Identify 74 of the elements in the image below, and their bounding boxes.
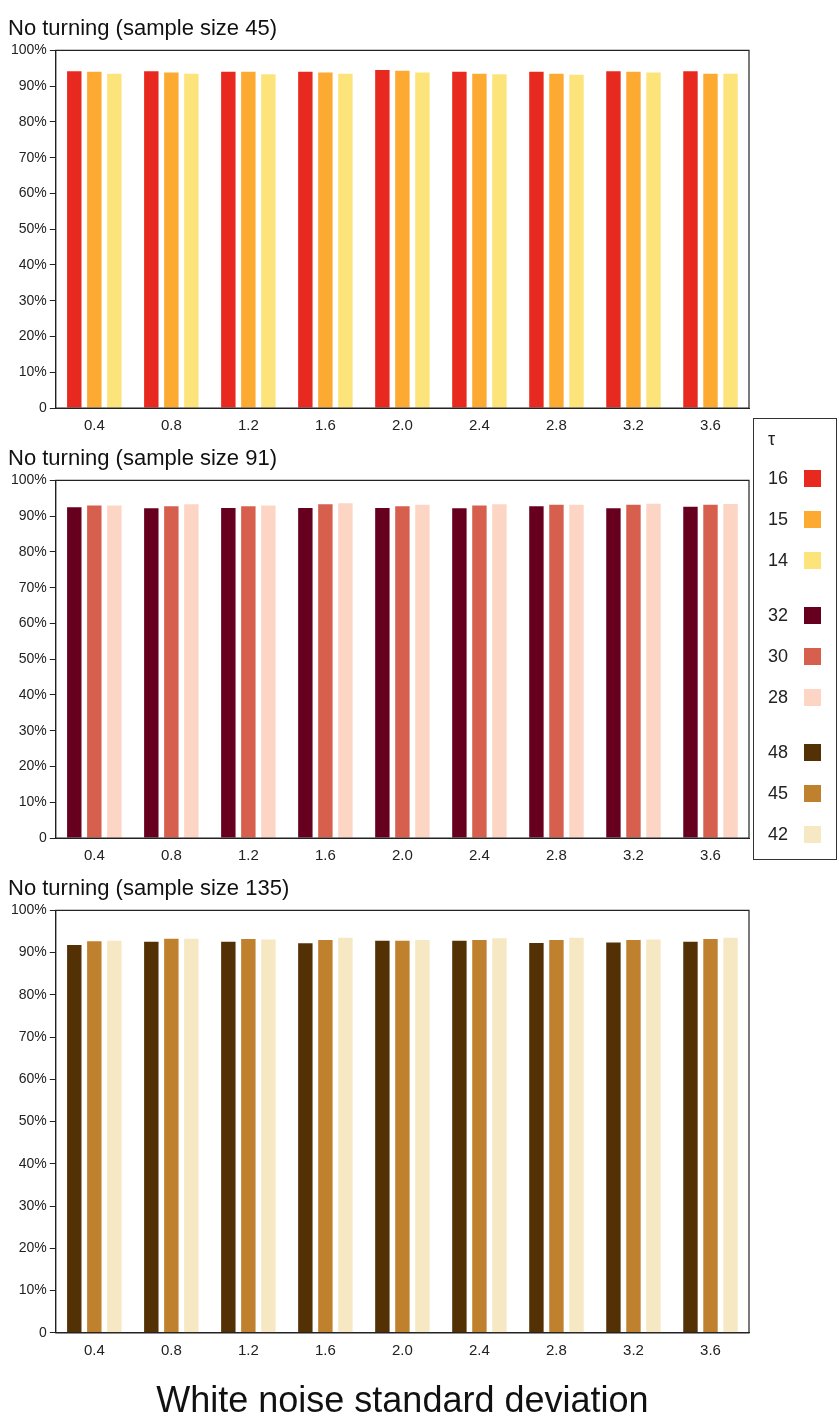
y-tick-label: 30% [18, 291, 47, 308]
chart-title: No turning (sample size 135) [8, 875, 290, 901]
y-tick-label: 100% [10, 471, 47, 488]
x-tick-label: 0.8 [160, 416, 182, 434]
legend-label: 45 [768, 783, 790, 804]
y-tick-label: 10% [18, 793, 47, 810]
x-tick-label: 0.4 [83, 846, 105, 864]
x-tick-label: 2.8 [546, 416, 567, 434]
y-tick-label: 0 [39, 828, 48, 845]
x-tick-label: 3.6 [700, 416, 721, 434]
y-tick-label: 100% [10, 41, 47, 58]
x-tick-label: 2.8 [546, 1340, 567, 1358]
y-tick-label: 90% [18, 943, 47, 960]
y-tick-label: 0 [39, 1323, 48, 1340]
x-tick-label: 1.6 [314, 416, 336, 434]
x-tick-label: 0.4 [83, 416, 105, 434]
y-tick-label: 60% [18, 1070, 47, 1087]
y-tick-label: 20% [18, 1239, 47, 1256]
y-tick-label: 90% [18, 507, 47, 524]
y-tick-label: 20% [18, 757, 47, 774]
x-tick-label: 1.6 [314, 1340, 336, 1358]
y-tick-label: 70% [18, 1027, 47, 1044]
x-tick-label: 2.8 [546, 846, 567, 864]
y-tick-label: 30% [18, 721, 47, 738]
y-tick-label: 80% [18, 112, 47, 129]
x-tick-label: 3.2 [623, 416, 644, 434]
legend-label: 28 [768, 687, 790, 708]
y-tick-label: 10% [18, 363, 47, 380]
x-tick-label: 2.4 [469, 846, 490, 864]
chart-title: No turning (sample size 91) [8, 445, 278, 471]
legend-title: τ [768, 429, 777, 450]
y-tick-label: 60% [18, 184, 47, 201]
y-tick-label: 30% [18, 1196, 47, 1213]
legend-label: 15 [768, 509, 790, 530]
y-tick-label: 80% [18, 542, 47, 559]
y-tick-label: 50% [18, 220, 47, 237]
x-tick-label: 2.0 [391, 846, 413, 864]
chart-title: No turning (sample size 45) [8, 15, 278, 41]
x-tick-label: 0.8 [160, 846, 182, 864]
y-tick-label: 40% [18, 685, 47, 702]
y-tick-label: 0 [39, 398, 48, 415]
y-tick-label: 50% [18, 650, 47, 667]
x-tick-label: 3.2 [623, 1340, 644, 1358]
y-tick-label: 80% [18, 985, 47, 1002]
x-tick-label: 2.0 [391, 1340, 413, 1358]
x-tick-label: 2.4 [469, 416, 490, 434]
x-tick-label: 1.6 [314, 846, 336, 864]
x-tick-label: 3.2 [623, 846, 644, 864]
y-tick-label: 100% [10, 901, 47, 918]
x-tick-label: 2.4 [469, 1340, 490, 1358]
y-tick-label: 40% [18, 255, 47, 272]
x-tick-label: 3.6 [700, 846, 721, 864]
legend-label: 48 [768, 742, 790, 763]
y-tick-label: 90% [18, 77, 47, 94]
legend-label: 14 [768, 550, 790, 571]
x-tick-label: 1.2 [237, 416, 259, 434]
y-tick-label: 50% [18, 1112, 47, 1129]
x-tick-label: 0.4 [83, 1340, 105, 1358]
x-tick-label: 1.2 [237, 846, 259, 864]
y-tick-label: 40% [18, 1154, 47, 1171]
y-tick-label: 70% [18, 148, 47, 165]
y-tick-label: 60% [18, 614, 47, 631]
y-tick-label: 10% [18, 1281, 47, 1298]
legend-label: 42 [768, 824, 790, 845]
x-tick-label: 2.0 [391, 416, 413, 434]
x-axis-title: White noise standard deviation [156, 1379, 649, 1421]
legend-label: 30 [768, 646, 790, 667]
x-tick-label: 3.6 [700, 1340, 721, 1358]
legend-label: 16 [768, 468, 790, 489]
x-tick-label: 0.8 [160, 1340, 182, 1358]
legend-label: 32 [768, 605, 790, 626]
y-tick-label: 20% [18, 327, 47, 344]
y-tick-label: 70% [18, 578, 47, 595]
x-tick-label: 1.2 [237, 1340, 259, 1358]
